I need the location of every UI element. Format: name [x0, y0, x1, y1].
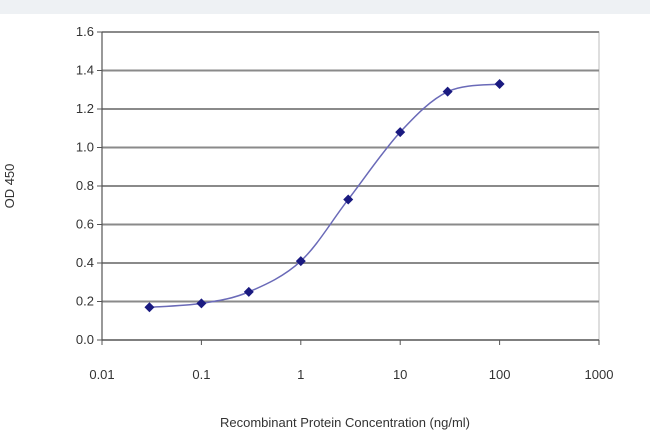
series-curve: [149, 83, 500, 309]
x-tick-label: 0.1: [192, 367, 210, 382]
axes: [97, 31, 600, 345]
data-points: [144, 78, 505, 313]
tick-labels: 0.0 0.2 0.4 0.6 0.8 1.0 1.2 1.4 1.6 0.01 0.1 1 10 100…: [76, 24, 614, 382]
data-point: [144, 302, 155, 313]
x-tick-label: 0.01: [89, 367, 114, 382]
y-tick-label: 0.2: [76, 294, 94, 309]
y-tick-label: 1.2: [76, 101, 94, 116]
gridlines: [101, 31, 600, 341]
x-tick-label: 1: [297, 367, 304, 382]
y-axis-label: OD 450: [2, 164, 17, 209]
x-tick-label: 1000: [585, 367, 614, 382]
data-point: [295, 256, 306, 267]
data-point: [196, 298, 207, 309]
x-tick-label: 100: [489, 367, 511, 382]
y-tick-label: 0.6: [76, 217, 94, 232]
top-band: [0, 0, 650, 14]
data-point: [395, 127, 406, 138]
y-tick-label: 1.4: [76, 63, 94, 78]
y-tick-label: 0.8: [76, 178, 94, 193]
x-axis-label: Recombinant Protein Concentration (ng/ml…: [220, 415, 470, 430]
data-point: [243, 286, 254, 297]
y-tick-label: 0.4: [76, 255, 94, 270]
data-point: [494, 78, 505, 89]
x-tick-label: 10: [393, 367, 407, 382]
data-point: [442, 86, 453, 97]
y-tick-label: 1.0: [76, 140, 94, 155]
y-tick-label: 0.0: [76, 332, 94, 347]
data-point: [343, 194, 354, 205]
y-tick-label: 1.6: [76, 24, 94, 39]
